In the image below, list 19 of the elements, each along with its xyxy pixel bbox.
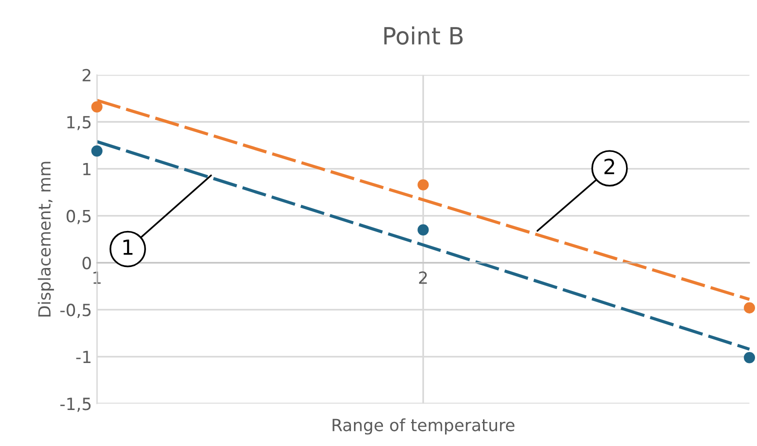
- point: [418, 224, 429, 236]
- point: [744, 352, 756, 364]
- point: [91, 101, 102, 112]
- y-tick-label: 1: [83, 163, 90, 176]
- y-axis-title: Displacement, mm: [38, 162, 54, 316]
- annotation: 2: [604, 158, 614, 174]
- point: [418, 179, 429, 190]
- annotation: 1: [123, 240, 132, 255]
- y-tick-label: 1,5: [67, 116, 91, 130]
- chart-title: Point B: [384, 26, 463, 45]
- x-axis-title: Range of temperature: [332, 418, 514, 435]
- point: [744, 302, 756, 314]
- y-tick-label: 2: [82, 68, 90, 82]
- y-tick-label: -0,5: [60, 304, 91, 318]
- y-tick-label: -1: [76, 350, 90, 364]
- point: [91, 145, 102, 157]
- y-tick-label: 0,5: [66, 210, 91, 224]
- y-tick-label: -1,5: [60, 398, 91, 412]
- y-tick-label: 0: [82, 256, 91, 270]
